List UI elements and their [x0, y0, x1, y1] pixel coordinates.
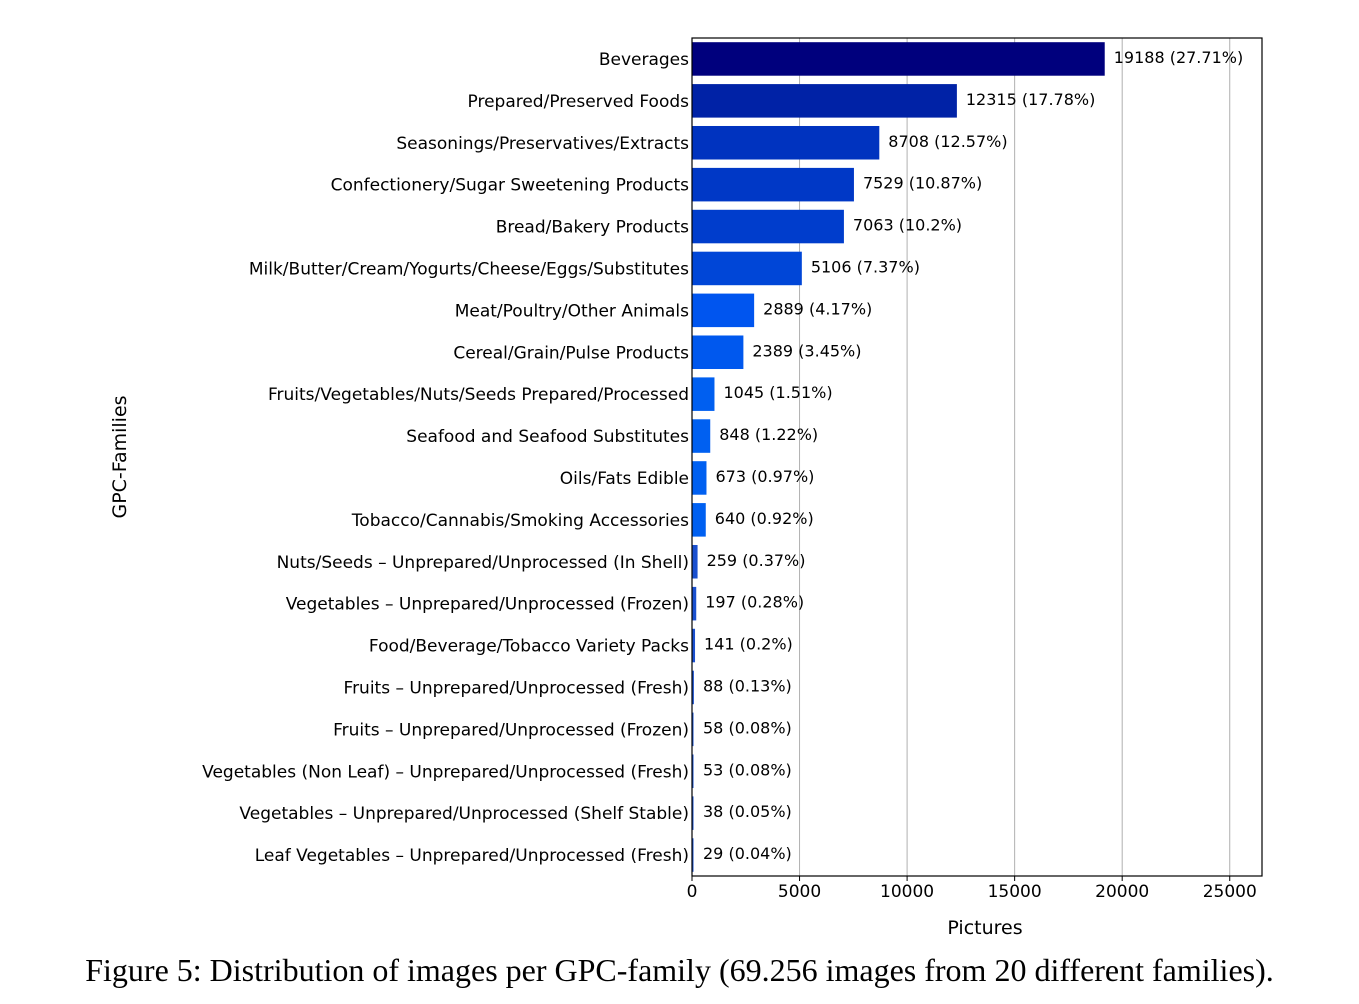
bar — [692, 209, 844, 244]
x-tick-label: 0 — [687, 882, 698, 902]
x-tick-label: 10000 — [880, 882, 934, 902]
bar — [692, 628, 696, 663]
bar — [692, 461, 707, 495]
data-label: 2389 (3.45%) — [752, 341, 861, 360]
data-label: 1045 (1.51%) — [723, 383, 832, 402]
bar — [692, 125, 880, 160]
data-label: 848 (1.22%) — [719, 425, 818, 444]
category-label: Seasonings/Preservatives/Extracts — [396, 134, 689, 154]
bar — [692, 419, 711, 453]
category-label: Cereal/Grain/Pulse Products — [453, 343, 689, 363]
bar — [692, 84, 957, 118]
data-label: 259 (0.37%) — [707, 551, 806, 570]
data-label: 7529 (10.87%) — [863, 174, 982, 193]
category-label: Leaf Vegetables – Unprepared/Unprocessed… — [255, 846, 689, 866]
x-tick-label: 15000 — [988, 882, 1042, 902]
y-axis-title: GPC-Families — [109, 395, 131, 518]
data-label: 88 (0.13%) — [703, 676, 792, 695]
data-label: 58 (0.08%) — [703, 718, 792, 737]
figure-caption: Figure 5: Distribution of images per GPC… — [85, 952, 1274, 988]
bar — [692, 293, 755, 328]
plot-frame — [691, 37, 1263, 877]
bar — [692, 712, 694, 747]
category-label: Oils/Fats Edible — [560, 469, 689, 489]
data-label: 640 (0.92%) — [715, 509, 814, 528]
bar — [692, 251, 802, 286]
category-label: Vegetables – Unprepared/Unprocessed (She… — [239, 804, 689, 824]
data-label: 141 (0.2%) — [704, 635, 793, 654]
bar — [692, 503, 706, 537]
x-tick-label: 25000 — [1203, 882, 1257, 902]
data-labels: 19188 (27.71%) 12315 (17.78%) 8708 (12.57%… — [703, 48, 1243, 863]
x-tick-label: 20000 — [1095, 882, 1149, 902]
category-label: Vegetables (Non Leaf) – Unprepared/Unpro… — [202, 762, 689, 782]
x-axis-ticks: 0 5000 10000 15000 20000 25000 — [687, 876, 1257, 902]
bar — [692, 167, 854, 202]
category-label: Seafood and Seafood Substitutes — [406, 427, 689, 447]
category-label: Milk/Butter/Cream/Yogurts/Cheese/Eggs/Su… — [249, 259, 689, 279]
data-label: 19188 (27.71%) — [1114, 48, 1243, 67]
data-label: 5106 (7.37%) — [811, 257, 920, 276]
category-label: Fruits/Vegetables/Nuts/Seeds Prepared/Pr… — [268, 385, 689, 405]
data-label: 12315 (17.78%) — [966, 90, 1095, 109]
data-label: 29 (0.04%) — [703, 844, 792, 863]
category-label: Bread/Bakery Products — [496, 218, 689, 238]
category-label: Beverages — [599, 50, 689, 70]
data-label: 7063 (10.2%) — [853, 216, 962, 235]
bar — [692, 544, 698, 579]
data-label: 38 (0.05%) — [703, 802, 792, 821]
category-labels: Beverages Prepared/Preserved Foods Seasoni… — [202, 50, 689, 866]
category-label: Meat/Poultry/Other Animals — [455, 301, 689, 321]
category-label: Confectionery/Sugar Sweetening Products — [331, 176, 690, 196]
category-label: Tobacco/Cannabis/Smoking Accessories — [351, 511, 689, 531]
bars — [692, 42, 1105, 872]
bar — [692, 838, 694, 872]
data-label: 2889 (4.17%) — [763, 299, 872, 318]
bar-chart: 19188 (27.71%) 12315 (17.78%) 8708 (12.57%… — [109, 37, 1263, 939]
category-label: Food/Beverage/Tobacco Variety Packs — [369, 637, 689, 657]
category-label: Prepared/Preserved Foods — [468, 92, 690, 112]
category-label: Fruits – Unprepared/Unprocessed (Fresh) — [344, 678, 689, 698]
category-label: Nuts/Seeds – Unprepared/Unprocessed (In … — [277, 553, 689, 573]
bar — [692, 796, 694, 830]
bar — [692, 42, 1105, 76]
data-label: 8708 (12.57%) — [888, 132, 1007, 151]
data-label: 673 (0.97%) — [715, 467, 814, 486]
category-label: Vegetables – Unprepared/Unprocessed (Fro… — [286, 595, 689, 615]
grid-lines — [799, 38, 1231, 876]
x-axis-title: Pictures — [947, 917, 1022, 939]
x-tick-label: 5000 — [778, 882, 821, 902]
bar — [692, 377, 715, 411]
data-label: 197 (0.28%) — [705, 593, 804, 612]
bar — [692, 670, 694, 705]
bar — [692, 586, 697, 621]
data-label: 53 (0.08%) — [703, 760, 792, 779]
bar — [692, 754, 694, 789]
bar — [692, 335, 744, 370]
category-label: Fruits – Unprepared/Unprocessed (Frozen) — [333, 720, 689, 740]
